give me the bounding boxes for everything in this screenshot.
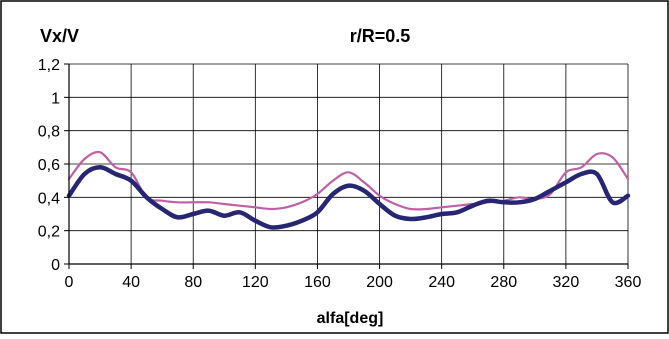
x-tick-label: 320 <box>553 274 580 291</box>
x-tick-label: 0 <box>65 274 74 291</box>
series-line-thick <box>66 165 631 230</box>
x-tick-label: 280 <box>490 274 517 291</box>
chart-title: r/R=0.5 <box>350 26 411 46</box>
x-tick-label: 240 <box>428 274 455 291</box>
y-tick-label: 0,2 <box>38 224 60 241</box>
tick-layer: 0 40 80 120 160 200 240 280 320 360 0 0,2 0,4 0,6 0,8 1… <box>38 57 642 291</box>
x-tick-label: 160 <box>304 274 331 291</box>
y-tick-label: 1 <box>51 90 60 107</box>
y-tick-label: 0,8 <box>38 124 60 141</box>
y-tick-label: 0,4 <box>38 190 60 207</box>
x-tick-label: 360 <box>615 274 642 291</box>
x-tick-label: 80 <box>184 274 202 291</box>
y-tick-label: 0,6 <box>38 157 60 174</box>
grid-layer <box>69 63 629 264</box>
y-axis-label: Vx/V <box>40 26 79 46</box>
axes-layer <box>64 63 629 269</box>
x-tick-label: 120 <box>242 274 269 291</box>
y-tick-label: 1,2 <box>38 57 60 74</box>
x-axis-label: alfa[deg] <box>317 310 384 327</box>
y-tick-label: 0 <box>51 257 60 274</box>
x-tick-label: 200 <box>366 274 393 291</box>
x-tick-label: 40 <box>122 274 140 291</box>
series-layer <box>66 150 631 230</box>
